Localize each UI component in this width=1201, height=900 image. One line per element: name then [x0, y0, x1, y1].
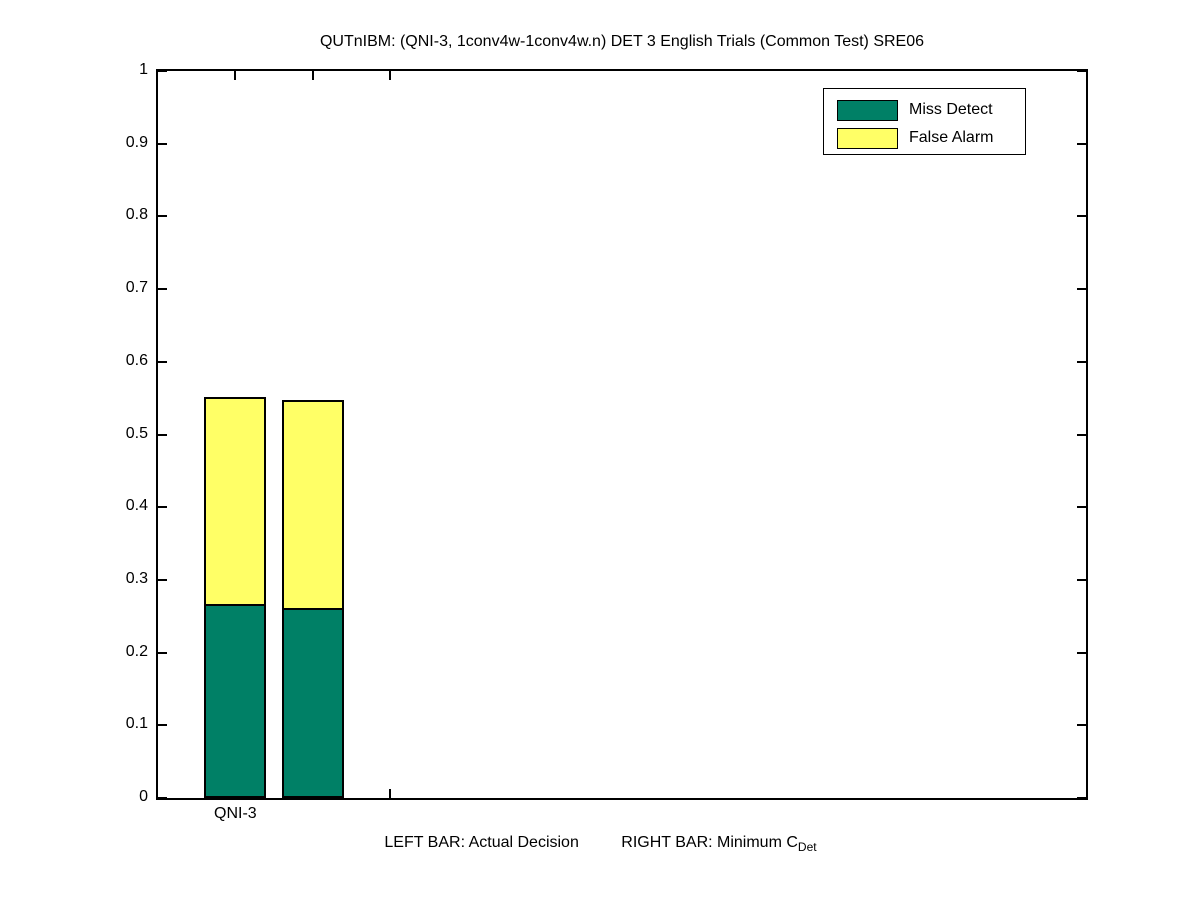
- y-tick-label: 0.7: [125, 279, 148, 297]
- y-axis-tick-left: [158, 724, 167, 727]
- y-axis-tick-right: [1077, 578, 1086, 581]
- false-alarm-segment: [204, 397, 266, 606]
- y-axis-tick-left: [158, 70, 167, 72]
- y-axis-tick-left: [158, 142, 167, 145]
- legend-item-false-alarm: False Alarm: [824, 124, 1025, 152]
- bar-actual-decision: [204, 397, 266, 798]
- plot-area: [156, 69, 1088, 800]
- legend: Miss Detect False Alarm: [823, 88, 1026, 155]
- y-axis-tick-left: [158, 433, 167, 436]
- y-tick-label: 0: [139, 788, 148, 805]
- false-alarm-swatch: [837, 127, 898, 149]
- y-axis-tick-left: [158, 288, 167, 291]
- miss-detect-segment: [282, 610, 344, 798]
- legend-label-false-alarm: False Alarm: [909, 129, 994, 146]
- y-axis-tick-right: [1077, 288, 1086, 291]
- y-axis-tick-left: [158, 360, 167, 363]
- y-axis-tick-right: [1077, 360, 1086, 363]
- legend-item-miss-detect: Miss Detect: [824, 96, 1025, 124]
- legend-label-miss-detect: Miss Detect: [909, 101, 993, 118]
- y-axis-tick-right: [1077, 724, 1086, 727]
- chart-title: QUTnIBM: (QNI-3, 1conv4w-1conv4w.n) DET …: [319, 33, 925, 50]
- miss-detect-swatch: [837, 99, 898, 121]
- caption-subscript: Det: [797, 840, 817, 855]
- false-alarm-segment: [282, 400, 344, 610]
- x-axis-tick-top: [311, 71, 314, 80]
- caption: LEFT BAR: Actual Decision RIGHT BAR: Min…: [0, 834, 1201, 854]
- y-tick-label: 0.6: [125, 351, 148, 369]
- y-tick-label: 0.4: [125, 497, 148, 515]
- y-tick-label: 0.8: [125, 206, 148, 224]
- y-tick-label: 0.1: [125, 715, 148, 733]
- y-axis-tick-left: [158, 797, 167, 799]
- y-axis-tick-right: [1077, 506, 1086, 509]
- bar-minimum-cdet: [282, 400, 344, 798]
- y-axis-tick-right: [1077, 651, 1086, 654]
- x-axis-tick-top: [389, 71, 391, 80]
- x-tick-label: QNI-3: [213, 805, 257, 822]
- y-tick-label: 0.2: [125, 642, 148, 660]
- caption-right-bar: RIGHT BAR: Minimum CDet: [621, 834, 817, 855]
- y-axis-tick-right: [1077, 70, 1086, 72]
- y-tick-label: 0.5: [125, 424, 148, 442]
- y-axis-tick-right: [1077, 215, 1086, 218]
- y-tick-label: 1: [139, 61, 148, 78]
- y-axis-tick-right: [1077, 142, 1086, 145]
- y-axis-tick-left: [158, 578, 167, 581]
- y-axis-tick-left: [158, 215, 167, 218]
- x-axis-tick-bottom: [389, 789, 391, 798]
- y-axis-tick-right: [1077, 797, 1086, 799]
- caption-right-text: RIGHT BAR: Minimum C: [621, 834, 798, 851]
- y-axis-tick-right: [1077, 433, 1086, 436]
- x-axis-tick-top: [234, 71, 237, 80]
- y-tick-label: 0.3: [125, 569, 148, 587]
- miss-detect-segment: [204, 606, 266, 798]
- caption-left-bar: LEFT BAR: Actual Decision: [384, 834, 579, 851]
- y-axis-tick-left: [158, 506, 167, 509]
- y-tick-label: 0.9: [125, 133, 148, 151]
- y-axis-tick-left: [158, 651, 167, 654]
